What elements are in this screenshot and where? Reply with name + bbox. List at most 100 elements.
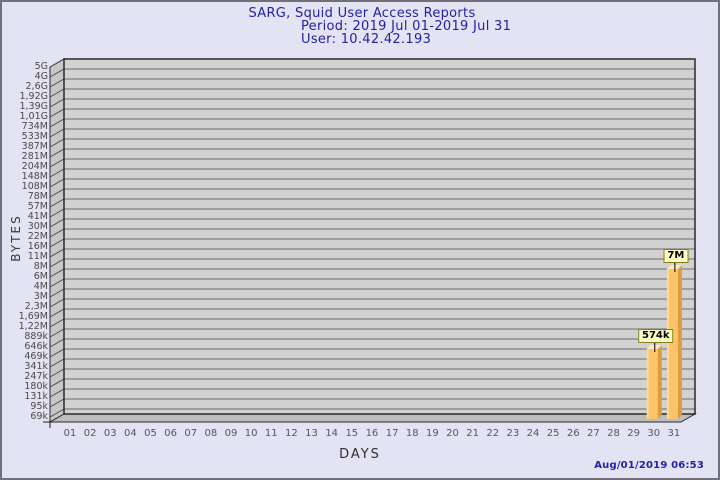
y-tick xyxy=(49,388,65,398)
y-tick-label: 1,92G xyxy=(19,91,48,102)
y-tick xyxy=(49,268,65,278)
y-tick xyxy=(49,208,65,218)
y-tick-label: 1,69M xyxy=(18,311,48,322)
y-tick xyxy=(49,108,65,118)
y-tick-label: 8M xyxy=(33,261,48,272)
y-tick-label: 646k xyxy=(24,341,48,352)
x-tick-label: 04 xyxy=(124,428,137,439)
floor xyxy=(48,413,697,423)
y-tick xyxy=(49,398,65,408)
x-tick-label: 12 xyxy=(285,428,298,439)
y-tick xyxy=(49,278,65,288)
x-tick-label: 09 xyxy=(224,428,238,439)
x-tick-label: 26 xyxy=(566,428,580,439)
y-tick-label: 734M xyxy=(21,121,48,132)
y-tick xyxy=(49,348,65,358)
y-tick-label: 4M xyxy=(33,281,48,292)
y-tick-label: 1,01G xyxy=(19,111,48,122)
y-tick xyxy=(49,218,65,228)
y-tick-label: 95k xyxy=(30,401,48,412)
y-tick xyxy=(49,188,65,198)
y-tick-label: 3M xyxy=(33,291,48,302)
y-tick xyxy=(49,338,65,348)
x-tick-label: 03 xyxy=(103,428,117,439)
x-tick-label: 02 xyxy=(83,428,97,439)
chart-user: User: 10.42.42.193 xyxy=(301,32,432,47)
x-tick-label: 31 xyxy=(667,428,681,439)
x-tick-label: 06 xyxy=(164,428,177,439)
y-tick-label: 1,39G xyxy=(19,101,48,112)
x-tick-label: 18 xyxy=(405,428,419,439)
x-tick-label: 15 xyxy=(345,428,359,439)
x-tick-label: 23 xyxy=(506,428,520,439)
y-tick xyxy=(49,238,65,248)
y-tick xyxy=(49,158,65,168)
y-tick xyxy=(49,148,65,158)
x-tick-label: 13 xyxy=(305,428,318,439)
y-tick-label: 57M xyxy=(27,201,48,212)
y-tick xyxy=(49,358,65,368)
y-tick xyxy=(49,138,65,148)
x-tick-label: 17 xyxy=(385,428,399,439)
x-tick-label: 16 xyxy=(365,428,379,439)
plot-area xyxy=(64,59,695,414)
y-tick-label: 16M xyxy=(27,241,48,252)
y-tick xyxy=(49,288,65,298)
chart-title: SARG, Squid User Access Reports xyxy=(248,6,476,21)
x-tick-label: 22 xyxy=(486,428,500,439)
y-tick-label: 889k xyxy=(24,331,48,342)
y-tick-label: 6M xyxy=(33,271,48,282)
x-tick-label: 28 xyxy=(607,428,620,439)
y-tick-label: 5G xyxy=(34,61,48,72)
y-tick xyxy=(49,88,65,98)
y-tick-label: 204M xyxy=(21,161,48,172)
bar xyxy=(646,349,658,419)
y-tick xyxy=(49,378,65,388)
x-tick-label: 24 xyxy=(526,428,540,439)
y-tick-label: 281M xyxy=(21,151,48,162)
y-tick-label: 180k xyxy=(24,381,48,392)
x-tick-label: 30 xyxy=(647,428,661,439)
y-tick xyxy=(49,128,65,138)
y-tick xyxy=(49,318,65,328)
y-tick-label: 2,3M xyxy=(24,301,48,312)
y-tick xyxy=(49,258,65,268)
x-tick-label: 11 xyxy=(264,428,278,439)
y-tick-label: 1,22M xyxy=(18,321,48,332)
bar xyxy=(666,269,678,419)
y-tick xyxy=(49,368,65,378)
y-tick xyxy=(49,198,65,208)
y-tick-label: 69k xyxy=(30,411,48,422)
x-tick-label: 21 xyxy=(466,428,479,439)
x-tick-label: 19 xyxy=(425,428,439,439)
y-tick-label: 387M xyxy=(21,141,48,152)
bar-highlight xyxy=(646,349,649,419)
bar-highlight xyxy=(666,269,669,419)
y-tick xyxy=(49,328,65,338)
bar-side xyxy=(657,345,662,419)
y-tick xyxy=(49,298,65,308)
bar-value-label: 574k xyxy=(638,329,674,343)
y-tick-label: 78M xyxy=(27,191,48,202)
y-tick xyxy=(49,248,65,258)
y-tick-label: 30M xyxy=(27,221,48,232)
x-tick-label: 05 xyxy=(144,428,157,439)
x-tick-label: 14 xyxy=(325,428,339,439)
y-tick-label: 469k xyxy=(24,351,48,362)
plot-border xyxy=(63,58,696,415)
y-tick xyxy=(49,58,65,68)
y-tick-label: 41M xyxy=(27,211,48,222)
y-tick-label: 11M xyxy=(27,251,48,262)
y-tick xyxy=(49,408,65,418)
bar-side xyxy=(677,265,682,419)
y-tick-label: 2,6G xyxy=(25,81,48,92)
y-tick-label: 341k xyxy=(24,361,48,372)
y-tick xyxy=(49,68,65,78)
y-tick xyxy=(49,78,65,88)
x-tick-label: 29 xyxy=(627,428,640,439)
generation-timestamp: Aug/01/2019 06:53 xyxy=(594,460,704,471)
y-tick xyxy=(49,168,65,178)
y-tick xyxy=(49,98,65,108)
x-axis-title: DAYS xyxy=(339,447,381,462)
